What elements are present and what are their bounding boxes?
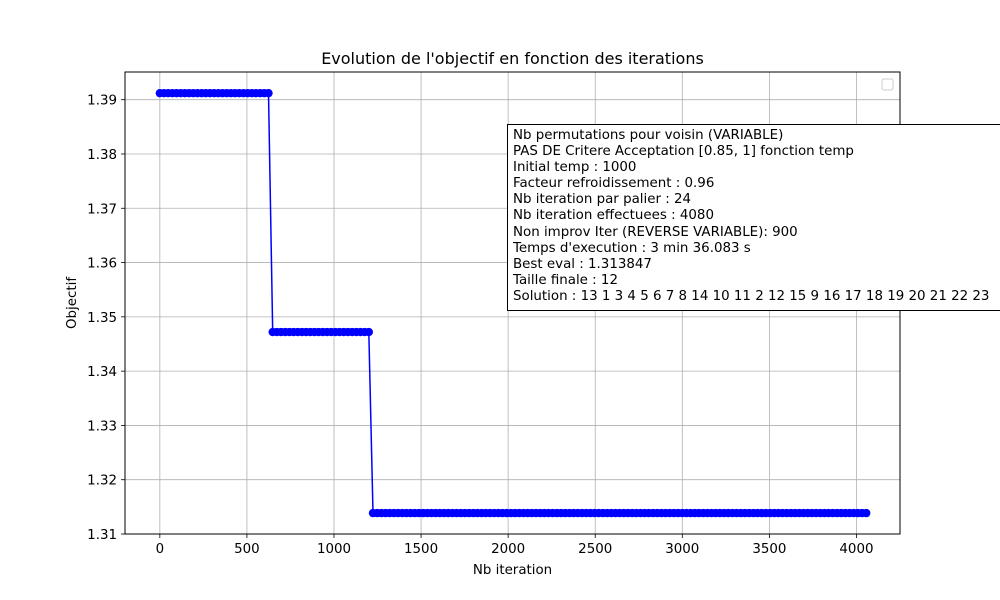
series-layer [155, 88, 871, 518]
y-tick-label: 1.33 [87, 419, 117, 434]
y-tick-label: 1.39 [87, 94, 117, 109]
y-tick-label: 1.38 [87, 148, 117, 163]
x-axis-label: Nb iteration [473, 563, 552, 578]
info-line-iterations-per-step: Nb iteration par palier : 24 [513, 192, 692, 208]
info-line-non-improv: Non improv Iter (REVERSE VARIABLE): 900 [513, 224, 798, 240]
x-tick-label: 500 [234, 542, 260, 557]
y-tick-label: 1.34 [87, 365, 117, 380]
info-line-solution: Solution : 13 1 3 4 5 6 7 8 14 10 11 2 1… [513, 288, 990, 304]
info-line-final-size: Taille finale : 12 [513, 272, 618, 288]
info-line-permutations: Nb permutations pour voisin (VARIABLE) [513, 128, 784, 143]
info-line-acceptance: PAS DE Critere Acceptation [0.85, 1] fon… [513, 144, 854, 160]
y-tick-label: 1.35 [87, 311, 117, 326]
info-line-best-eval: Best eval : 1.313847 [513, 256, 652, 272]
x-tick-label: 3000 [665, 542, 699, 557]
x-tick-label: 0 [156, 542, 165, 557]
axis-ticks: 0 500 1000 1500 2000 2500 3000 3500 4000 1.31 1.32… [87, 94, 873, 557]
empty-legend-box [881, 78, 894, 91]
y-tick-label: 1.37 [87, 202, 117, 217]
data-point [862, 508, 871, 518]
info-line-exec-time: Temps d'execution : 3 min 36.083 s [513, 240, 751, 256]
info-text-box: Nb permutations pour voisin (VARIABLE) P… [507, 124, 1000, 311]
x-tick-label: 2500 [578, 542, 612, 557]
data-point [364, 327, 374, 337]
x-tick-label: 1000 [317, 542, 351, 557]
data-point [264, 88, 273, 98]
y-tick-label: 1.32 [87, 474, 117, 489]
info-line-cooling-factor: Facteur refroidissement : 0.96 [513, 176, 715, 192]
info-line-iterations-done: Nb iteration effectuees : 4080 [513, 208, 714, 224]
x-tick-label: 3500 [752, 542, 786, 557]
x-tick-label: 4000 [839, 542, 873, 557]
info-line-initial-temp: Initial temp : 1000 [513, 160, 637, 176]
x-tick-label: 1500 [404, 542, 438, 557]
y-tick-label: 1.36 [87, 257, 117, 272]
chart-title: Evolution de l'objectif en fonction des … [321, 49, 704, 68]
y-axis-label: Objectif [65, 277, 80, 329]
y-tick-label: 1.31 [87, 528, 117, 543]
x-tick-label: 2000 [491, 542, 525, 557]
